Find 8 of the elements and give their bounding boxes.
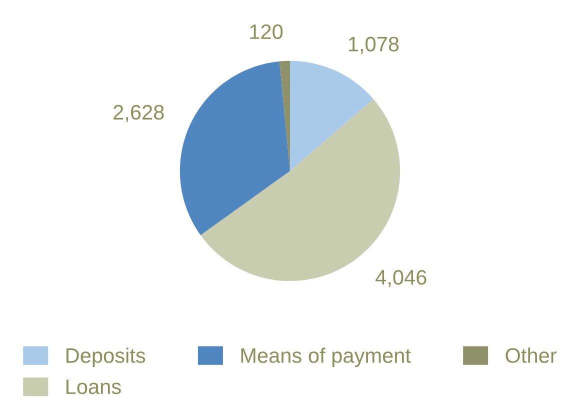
data-label: 4,046 — [376, 270, 426, 288]
legend-label: Deposits — [66, 348, 146, 368]
legend-label: Loans — [66, 380, 121, 394]
legend-label: Other — [506, 348, 557, 363]
data-label: 2,628 — [114, 104, 164, 122]
data-label: 120 — [250, 24, 283, 40]
data-label: 1,078 — [348, 36, 399, 54]
legend-label: Means of payment — [241, 348, 411, 368]
